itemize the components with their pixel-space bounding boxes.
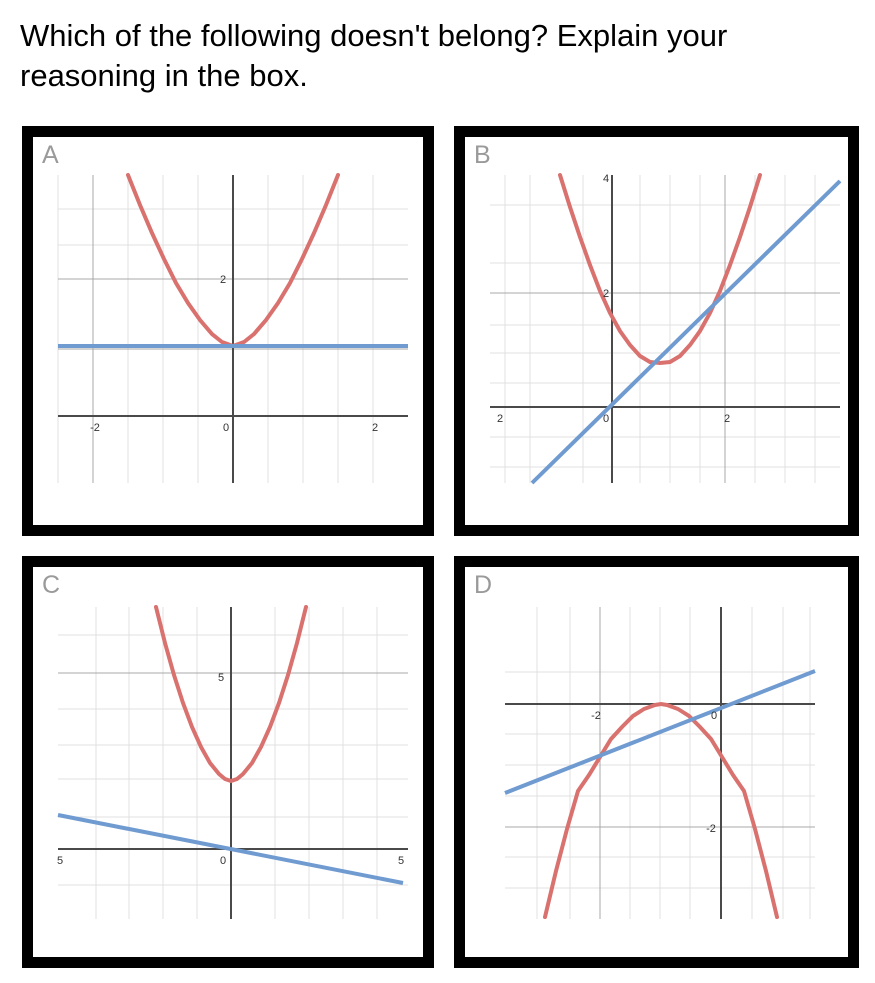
x-tick-label: -2	[90, 422, 100, 434]
y-tick-label: 2	[220, 274, 226, 286]
y-tick-label: 4	[603, 173, 609, 185]
graph-panel-d[interactable]: -2 0 -2 D	[454, 556, 859, 968]
question-text: Which of the following doesn't belong? E…	[20, 18, 728, 93]
graph-panel-c[interactable]: 5 0 5 5 C	[22, 556, 434, 968]
parabola-curve	[558, 173, 762, 366]
graph-panel-a[interactable]: -2 0 2 2 A	[22, 126, 434, 536]
graph-c: 5 0 5 5	[57, 605, 408, 919]
graph-d: -2 0 -2	[504, 607, 816, 919]
linear-line	[504, 669, 816, 795]
x-tick-label: 0	[223, 422, 229, 434]
graph-b: 2 0 2 2 4	[490, 173, 842, 485]
x-tick-label: -2	[591, 710, 601, 722]
x-tick-label: 2	[372, 422, 378, 434]
panel-label-c: C	[42, 571, 61, 599]
panel-label-d: D	[474, 571, 493, 599]
x-tick-label: 5	[398, 855, 404, 867]
graph-a: -2 0 2 2	[57, 173, 408, 483]
parabola-curve	[154, 605, 308, 784]
axes	[490, 175, 840, 483]
y-tick-label: -2	[706, 823, 716, 835]
y-tick-label: 5	[218, 672, 224, 684]
x-tick-label: 0	[711, 710, 717, 722]
axes	[58, 175, 408, 483]
panel-label-b: B	[474, 141, 491, 169]
parabola-curve	[543, 701, 779, 919]
x-tick-label: 2	[497, 413, 503, 425]
graph-panel-b[interactable]: 2 0 2 2 4 B	[454, 126, 859, 536]
linear-line	[530, 179, 842, 485]
panel-label-a: A	[42, 141, 59, 169]
x-tick-label: 5	[57, 855, 63, 867]
x-tick-label: 0	[603, 413, 609, 425]
linear-line	[57, 813, 404, 885]
x-tick-label: 2	[724, 413, 730, 425]
grid-lines	[505, 607, 815, 919]
x-tick-label: 0	[220, 855, 226, 867]
grid-lines	[490, 175, 840, 483]
y-tick-label: 2	[603, 288, 609, 300]
grid-lines	[58, 607, 408, 919]
